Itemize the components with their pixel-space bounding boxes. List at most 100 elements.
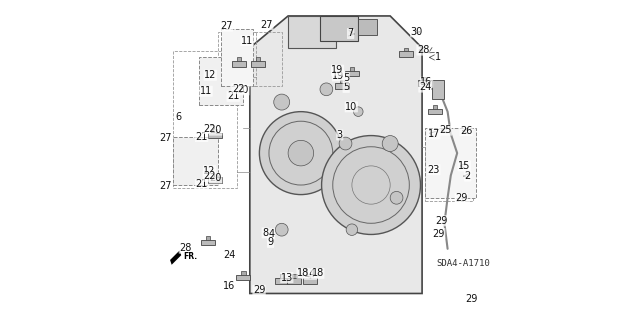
Bar xyxy=(206,236,211,240)
Bar xyxy=(256,57,260,61)
Text: 11: 11 xyxy=(241,35,253,46)
Bar xyxy=(251,61,265,67)
Bar xyxy=(320,16,358,41)
Text: 27: 27 xyxy=(159,181,172,191)
Text: 25: 25 xyxy=(439,125,452,135)
Text: 29: 29 xyxy=(253,285,265,295)
Bar xyxy=(221,29,253,86)
Text: 21: 21 xyxy=(195,179,208,189)
Text: FR.: FR. xyxy=(183,252,197,261)
Bar xyxy=(275,278,289,284)
Bar xyxy=(425,131,473,201)
Bar xyxy=(308,274,312,278)
Bar xyxy=(428,109,442,115)
Text: 8: 8 xyxy=(262,228,268,238)
Bar xyxy=(431,80,444,99)
Bar xyxy=(303,278,317,284)
Text: 29: 29 xyxy=(433,228,445,239)
Text: 21: 21 xyxy=(227,91,239,101)
Bar xyxy=(350,67,354,70)
Text: 30: 30 xyxy=(410,27,423,37)
Bar xyxy=(199,57,243,105)
Circle shape xyxy=(320,83,333,96)
Text: 29: 29 xyxy=(466,294,478,304)
Bar xyxy=(232,61,246,67)
Text: 19: 19 xyxy=(332,65,344,75)
Circle shape xyxy=(339,137,352,150)
Text: 6: 6 xyxy=(175,112,181,122)
Bar xyxy=(237,57,241,61)
Text: 20: 20 xyxy=(209,173,222,183)
Circle shape xyxy=(382,136,398,152)
Polygon shape xyxy=(250,16,422,293)
Bar xyxy=(173,137,218,185)
Bar xyxy=(358,19,378,35)
Text: 28: 28 xyxy=(179,243,191,253)
Text: 11: 11 xyxy=(200,86,212,96)
Bar xyxy=(345,70,359,76)
Text: 9: 9 xyxy=(268,237,274,248)
Bar xyxy=(423,77,428,80)
Text: 24: 24 xyxy=(223,250,236,260)
Text: 19: 19 xyxy=(332,71,344,81)
Text: 27: 27 xyxy=(220,21,233,31)
Text: 3: 3 xyxy=(337,130,343,140)
Bar xyxy=(208,133,221,138)
Circle shape xyxy=(321,136,420,234)
Text: 4: 4 xyxy=(268,229,275,239)
Bar xyxy=(340,80,344,83)
Circle shape xyxy=(353,107,363,116)
Text: 16: 16 xyxy=(223,281,236,292)
Text: 27: 27 xyxy=(159,133,172,143)
Bar xyxy=(419,80,432,86)
Text: 29: 29 xyxy=(455,193,467,204)
Text: 17: 17 xyxy=(428,129,440,139)
Circle shape xyxy=(288,140,314,166)
Bar xyxy=(287,278,301,284)
Text: 10: 10 xyxy=(345,102,357,112)
Bar xyxy=(280,274,284,278)
Text: 27: 27 xyxy=(260,19,273,30)
Text: 22: 22 xyxy=(232,84,244,94)
Text: 29: 29 xyxy=(435,216,448,226)
Text: 1: 1 xyxy=(435,52,441,63)
Polygon shape xyxy=(170,250,181,265)
Bar xyxy=(425,128,476,198)
Circle shape xyxy=(274,94,290,110)
Bar xyxy=(399,51,413,57)
Bar xyxy=(173,51,237,188)
Bar xyxy=(218,32,256,86)
Text: 12: 12 xyxy=(204,166,216,176)
Bar xyxy=(202,240,216,245)
Circle shape xyxy=(390,191,403,204)
Text: 18: 18 xyxy=(297,268,309,278)
Bar xyxy=(236,275,250,280)
Bar xyxy=(433,105,437,109)
Circle shape xyxy=(259,112,342,195)
Text: 20: 20 xyxy=(237,85,249,95)
Text: 7: 7 xyxy=(348,28,354,39)
Circle shape xyxy=(275,223,288,236)
Text: SDA4-A1710: SDA4-A1710 xyxy=(436,259,490,268)
Text: 20: 20 xyxy=(209,125,222,135)
Text: 15: 15 xyxy=(458,161,470,171)
Text: 18: 18 xyxy=(312,268,324,278)
Bar xyxy=(208,177,221,183)
Text: 2: 2 xyxy=(465,171,471,181)
Text: 21: 21 xyxy=(195,131,208,142)
Text: 24: 24 xyxy=(419,82,431,92)
Bar xyxy=(404,48,408,51)
Bar xyxy=(212,129,217,133)
Polygon shape xyxy=(288,16,336,48)
Bar xyxy=(335,83,349,89)
Text: 22: 22 xyxy=(203,123,216,134)
Bar xyxy=(212,174,217,177)
Text: 12: 12 xyxy=(204,70,216,80)
Text: 13: 13 xyxy=(281,272,293,283)
Text: 5: 5 xyxy=(343,82,349,93)
Circle shape xyxy=(346,224,358,235)
Text: 22: 22 xyxy=(203,171,216,182)
Text: 28: 28 xyxy=(417,45,429,55)
Text: 26: 26 xyxy=(460,126,472,136)
Bar xyxy=(241,271,246,275)
